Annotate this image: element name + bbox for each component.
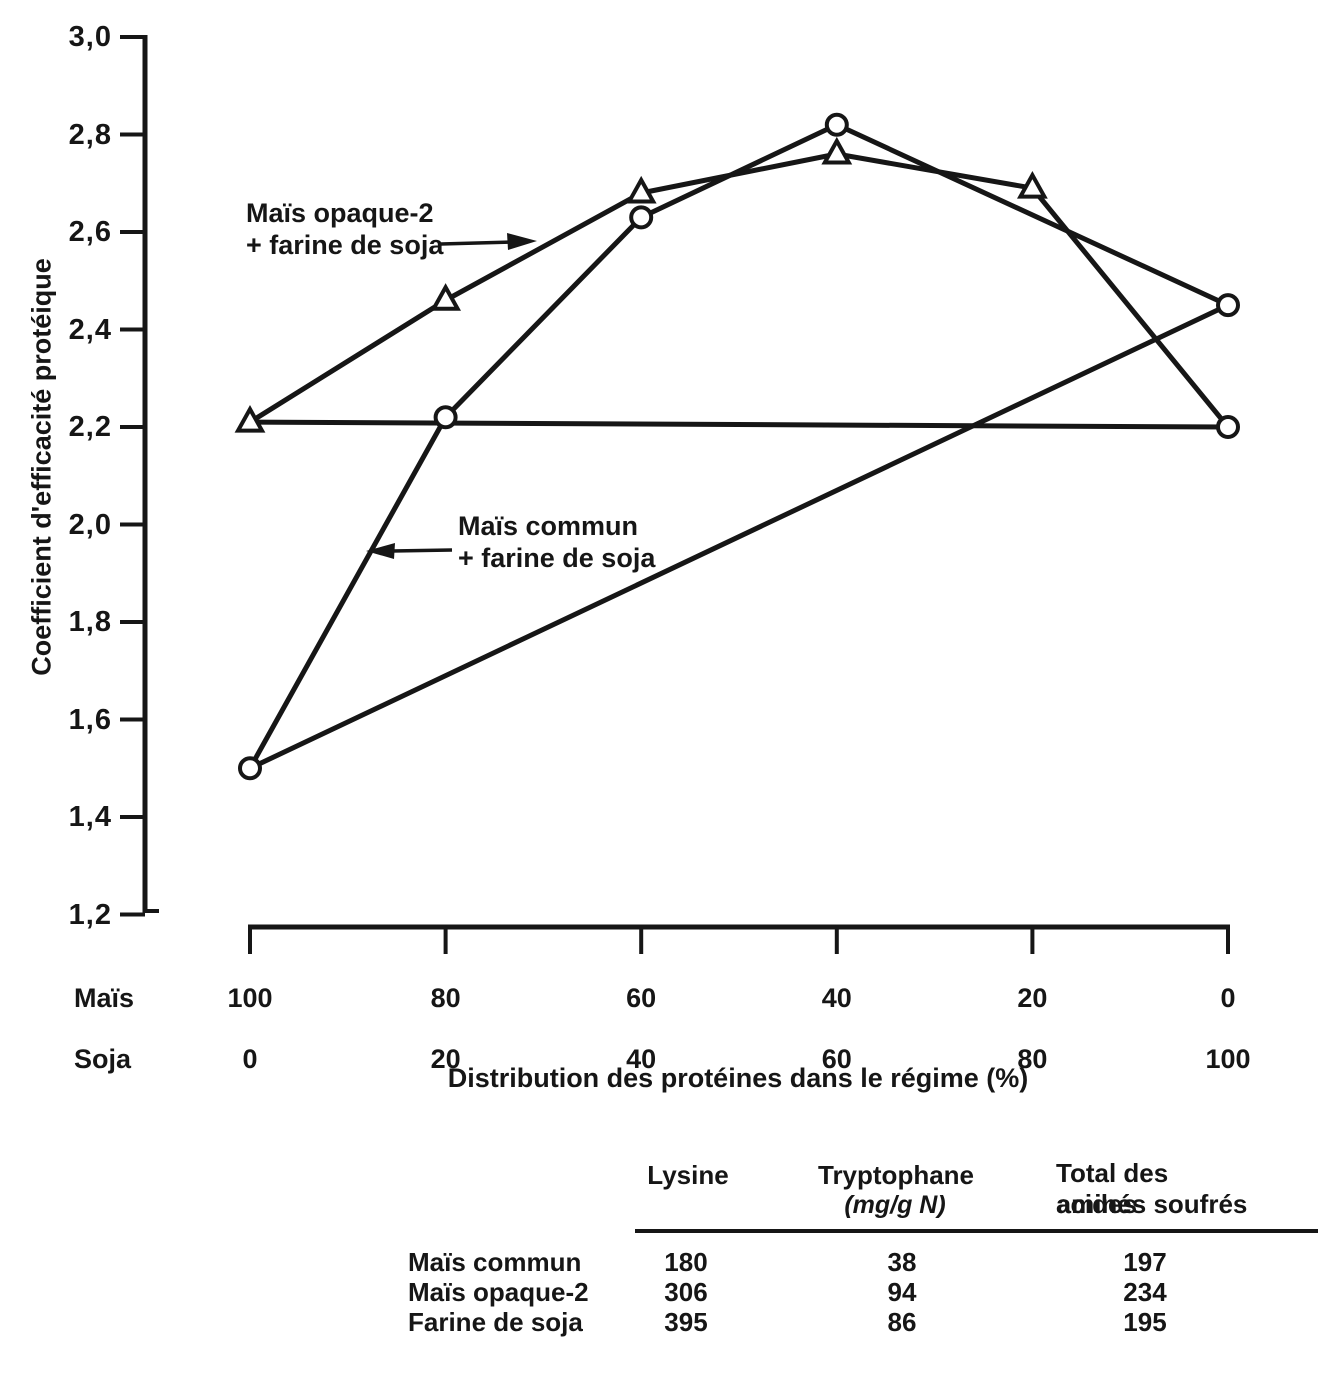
x-tick-value-mais: 0: [1220, 983, 1236, 1013]
series-line-mais-opaque2-plus-soja: [247, 151, 1231, 430]
table-cell-soufres: 197: [1123, 1247, 1167, 1277]
table-cell-lysine: 395: [664, 1307, 708, 1337]
y-tick-label: 3,0: [68, 21, 112, 53]
table-header-soufres-line1: Total des acides: [1056, 1158, 1169, 1219]
series-line-horizontal-reference-line: [247, 419, 1231, 430]
annotation-commun-line2: + farine de soja: [458, 543, 656, 573]
table-cell-tryptophane: 94: [887, 1277, 917, 1307]
x-tick-value-mais: 80: [430, 983, 461, 1013]
y-tick-label: 2,4: [68, 313, 112, 346]
table-header-lysine: Lysine: [647, 1160, 729, 1190]
x-tick-value-mais: 20: [1017, 983, 1048, 1013]
table-header-soufres-line2: aminés soufrés: [1056, 1189, 1248, 1219]
table-row-label: Farine de soja: [408, 1307, 583, 1337]
x-tick-value-soja: 40: [626, 1044, 657, 1074]
table-row-label: Maïs commun: [408, 1247, 582, 1277]
y-tick-label: 2,8: [68, 118, 112, 151]
x-tick-value-mais: 100: [227, 983, 273, 1013]
y-tick-label: 2,0: [68, 508, 112, 541]
data-point-triangle-mais-opaque2-plus-soja: [625, 175, 657, 204]
annotation-commun-label: Maïs commun + farine de soja: [458, 510, 655, 574]
annotation-arrow-right-head: [507, 233, 537, 250]
x-tick-value-mais: 60: [626, 983, 657, 1013]
annotation-opaque2-line2: + farine de soja: [246, 230, 444, 260]
data-point-circle-mais-commun-plus-soja: [824, 112, 849, 137]
table-cell-tryptophane: 86: [887, 1307, 917, 1337]
data-point-circle-mais-opaque2-plus-soja: [1216, 415, 1240, 439]
table-cell-lysine: 306: [664, 1277, 708, 1307]
table-cell-tryptophane: 38: [887, 1247, 917, 1277]
table-header-unit: (mg/g N): [844, 1191, 946, 1219]
series-line-linear-mixture-line: [247, 302, 1231, 771]
data-point-circle-mais-commun-plus-soja: [433, 405, 458, 430]
data-point-triangle-mais-opaque2-plus-soja: [1016, 171, 1048, 199]
x-axis-title: Distribution des protéines dans le régim…: [447, 1063, 1029, 1093]
x-tick-value-soja: 20: [430, 1044, 461, 1074]
data-point-triangle-mais-opaque2-plus-soja: [234, 405, 266, 433]
x-axis-row-label-soja: Soja: [74, 1044, 132, 1074]
y-tick-label: 2,6: [68, 216, 112, 248]
annotation-commun-line1: Maïs commun: [458, 511, 639, 541]
x-tick-value-soja: 100: [1205, 1044, 1251, 1074]
x-tick-value-soja: 0: [242, 1044, 258, 1074]
y-tick-label: 1,6: [68, 703, 112, 736]
table-cell-lysine: 180: [664, 1247, 708, 1277]
data-point-triangle-mais-opaque2-plus-soja: [821, 136, 853, 165]
data-point-circle-mais-commun-plus-soja: [238, 756, 262, 781]
x-tick-value-soja: 80: [1017, 1044, 1048, 1074]
table-header-rule: [635, 1229, 1318, 1233]
annotation-opaque2-label: Maïs opaque-2 + farine de soja: [246, 197, 443, 261]
table-cell-soufres: 195: [1123, 1307, 1167, 1337]
data-point-triangle-mais-opaque2-plus-soja: [430, 283, 462, 311]
x-tick-value-soja: 60: [821, 1044, 852, 1074]
y-tick-label: 2,2: [68, 411, 112, 443]
annotation-arrow-left-head: [366, 543, 395, 559]
annotation-arrow-left-line: [391, 548, 453, 553]
table-row-label: Maïs opaque-2: [408, 1277, 589, 1307]
y-tick-label: 1,4: [68, 801, 112, 833]
table-cell-soufres: 234: [1123, 1277, 1167, 1307]
table-header-tryptophane: Tryptophane: [817, 1160, 975, 1190]
data-point-circle-mais-commun-plus-soja: [629, 205, 654, 230]
y-tick-label: 1,8: [68, 606, 112, 638]
x-axis-row-label-mais: Maïs: [74, 983, 135, 1013]
y-tick-label: 1,2: [68, 898, 112, 931]
annotation-arrow-right-line: [440, 240, 513, 246]
annotation-opaque2-line1: Maïs opaque-2: [246, 198, 434, 228]
data-point-circle-mais-commun-plus-soja: [1216, 293, 1240, 318]
x-tick-value-mais: 40: [821, 983, 852, 1013]
